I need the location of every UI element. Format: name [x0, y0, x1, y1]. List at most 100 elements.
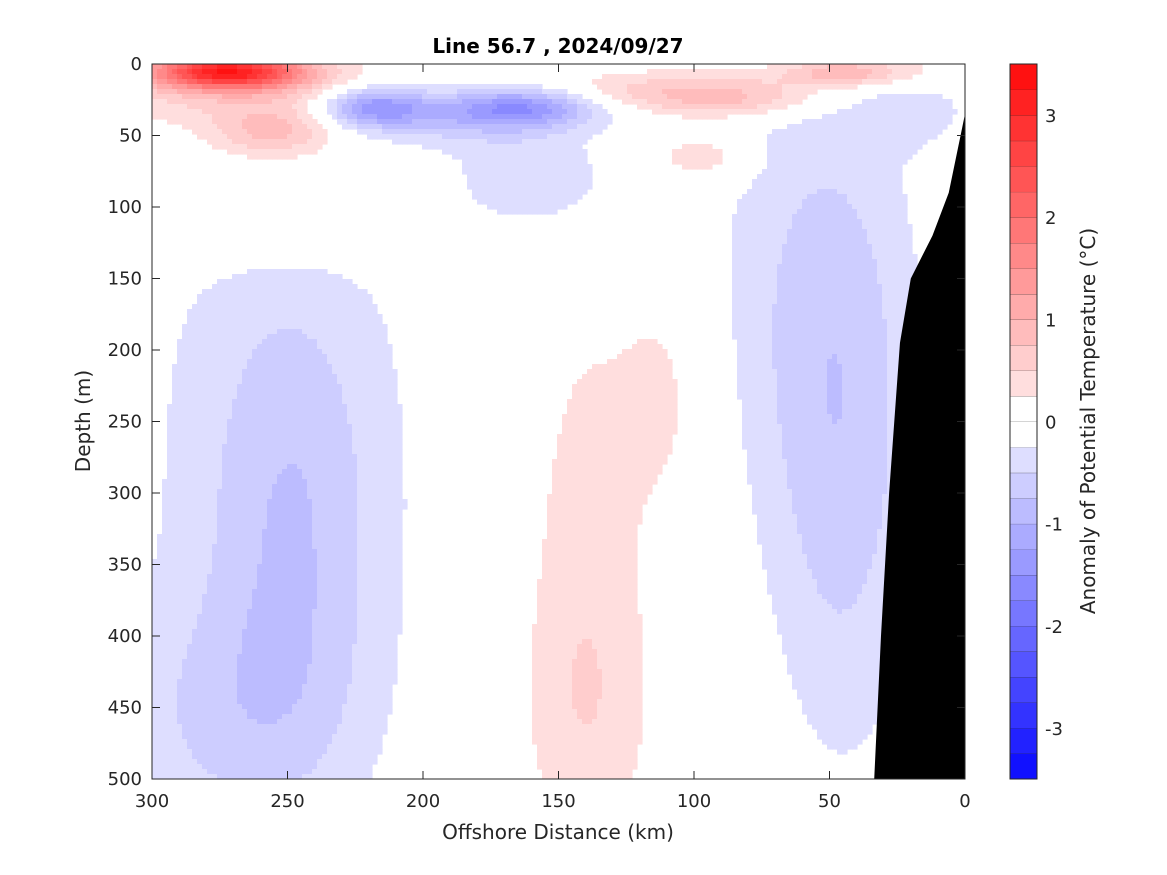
field-cell	[652, 384, 658, 390]
field-cell	[602, 74, 608, 80]
field-cell	[902, 124, 908, 130]
field-cell	[727, 84, 733, 90]
field-cell	[907, 274, 913, 280]
field-cell	[622, 359, 628, 365]
field-cell	[822, 119, 828, 125]
field-cell	[287, 354, 293, 360]
field-cell	[202, 334, 208, 340]
field-cell	[582, 129, 588, 135]
field-cell	[682, 164, 688, 170]
field-cell	[222, 369, 228, 375]
field-cell	[207, 364, 213, 370]
field-cell	[407, 129, 413, 135]
field-cell	[737, 99, 743, 105]
field-cell	[867, 64, 873, 70]
field-cell	[432, 94, 438, 100]
field-cell	[882, 194, 888, 200]
field-cell	[772, 69, 778, 75]
field-cell	[827, 79, 833, 85]
field-cell	[762, 94, 768, 100]
field-cell	[932, 114, 938, 120]
field-cell	[347, 364, 353, 370]
field-cell	[307, 269, 313, 275]
field-cell	[267, 124, 273, 130]
field-cell	[702, 89, 708, 95]
field-cell	[187, 374, 193, 380]
field-cell	[897, 119, 903, 125]
field-cell	[652, 74, 658, 80]
field-cell	[777, 184, 783, 190]
field-cell	[467, 184, 473, 190]
field-cell	[252, 119, 258, 125]
field-cell	[782, 379, 788, 385]
field-cell	[377, 334, 383, 340]
field-cell	[267, 379, 273, 385]
field-cell	[662, 384, 668, 390]
field-cell	[642, 384, 648, 390]
field-cell	[347, 324, 353, 330]
field-cell	[877, 159, 883, 165]
field-cell	[777, 354, 783, 360]
field-cell	[297, 294, 303, 300]
field-cell	[742, 319, 748, 325]
field-cell	[567, 124, 573, 130]
field-cell	[317, 354, 323, 360]
field-cell	[472, 129, 478, 135]
field-cell	[247, 99, 253, 105]
field-cell	[797, 79, 803, 85]
field-cell	[202, 379, 208, 385]
field-cell	[847, 304, 853, 310]
field-cell	[192, 79, 198, 85]
field-cell	[317, 314, 323, 320]
field-cell	[827, 159, 833, 165]
field-cell	[312, 349, 318, 355]
field-cell	[527, 149, 533, 155]
field-cell	[212, 104, 218, 110]
field-cell	[842, 249, 848, 255]
field-cell	[507, 124, 513, 130]
field-cell	[787, 244, 793, 250]
field-cell	[757, 104, 763, 110]
field-cell	[347, 74, 353, 80]
field-cell	[832, 69, 838, 75]
field-cell	[887, 189, 893, 195]
field-cell	[862, 69, 868, 75]
field-cell	[817, 249, 823, 255]
field-cell	[877, 99, 883, 105]
field-cell	[892, 239, 898, 245]
field-cell	[242, 349, 248, 355]
field-cell	[297, 129, 303, 135]
field-cell	[272, 324, 278, 330]
field-cell	[452, 129, 458, 135]
field-cell	[362, 309, 368, 315]
field-cell	[792, 189, 798, 195]
field-cell	[382, 99, 388, 105]
field-cell	[292, 294, 298, 300]
field-cell	[707, 149, 713, 155]
field-cell	[807, 264, 813, 270]
field-cell	[812, 244, 818, 250]
field-cell	[172, 84, 178, 90]
field-cell	[267, 139, 273, 145]
field-cell	[877, 229, 883, 235]
field-cell	[757, 349, 763, 355]
field-cell	[887, 354, 893, 360]
field-cell	[712, 94, 718, 100]
field-cell	[697, 69, 703, 75]
field-cell	[342, 339, 348, 345]
field-cell	[222, 324, 228, 330]
field-cell	[562, 129, 568, 135]
field-cell	[767, 239, 773, 245]
field-cell	[752, 244, 758, 250]
field-cell	[452, 89, 458, 95]
field-cell	[697, 154, 703, 160]
field-cell	[742, 244, 748, 250]
field-cell	[827, 334, 833, 340]
field-cell	[552, 154, 558, 160]
field-cell	[282, 104, 288, 110]
field-cell	[162, 69, 168, 75]
field-cell	[287, 289, 293, 295]
field-cell	[552, 129, 558, 135]
field-cell	[367, 319, 373, 325]
field-cell	[842, 199, 848, 205]
